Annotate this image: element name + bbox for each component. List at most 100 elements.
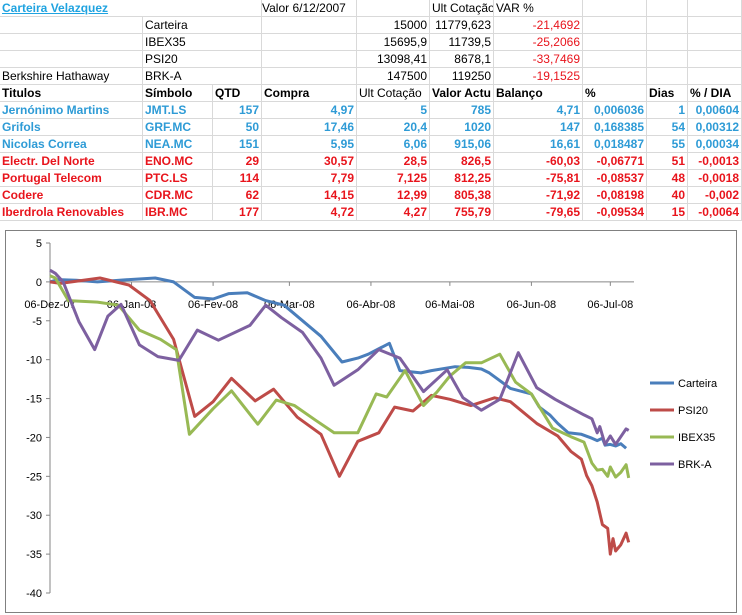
summary-ticker[interactable]: BRK-A — [143, 68, 262, 85]
empty-cell[interactable] — [688, 68, 742, 85]
header-var-pct[interactable]: VAR % — [494, 0, 583, 17]
summary-ult[interactable]: 8678,1 — [430, 51, 494, 68]
table-cell-dias[interactable]: 40 — [647, 187, 688, 204]
table-cell-valor[interactable]: 826,5 — [430, 153, 494, 170]
header-ult-cotacao[interactable]: Ult Cotação — [430, 0, 494, 17]
table-cell-sym[interactable]: CDR.MC — [143, 187, 213, 204]
empty-cell[interactable] — [583, 0, 647, 17]
empty-cell[interactable] — [583, 34, 647, 51]
column-header[interactable]: Dias — [647, 85, 688, 102]
table-cell-valor[interactable]: 755,79 — [430, 204, 494, 221]
table-cell-sym[interactable]: NEA.MC — [143, 136, 213, 153]
empty-cell[interactable] — [688, 17, 742, 34]
table-cell-name[interactable]: Iberdrola Renovables — [0, 204, 143, 221]
table-cell-pdia[interactable]: -0,0064 — [688, 204, 742, 221]
table-cell-qtd[interactable]: 62 — [213, 187, 262, 204]
table-cell-pct[interactable]: -0,08537 — [583, 170, 647, 187]
empty-cell[interactable] — [262, 17, 357, 34]
summary-valor[interactable]: 15000 — [357, 17, 430, 34]
table-cell-pct[interactable]: -0,08198 — [583, 187, 647, 204]
column-header[interactable]: % — [583, 85, 647, 102]
sheet-title[interactable]: Carteira Velazquez — [0, 0, 262, 17]
table-cell-bal[interactable]: 147 — [494, 119, 583, 136]
table-cell-pdia[interactable]: 0,00034 — [688, 136, 742, 153]
table-cell-sym[interactable]: JMT.LS — [143, 102, 213, 119]
empty-cell[interactable] — [262, 34, 357, 51]
column-header[interactable]: % / DIA — [688, 85, 742, 102]
table-cell-ult[interactable]: 6,06 — [357, 136, 430, 153]
table-cell-compra[interactable]: 14,15 — [262, 187, 357, 204]
table-cell-valor[interactable]: 805,38 — [430, 187, 494, 204]
table-cell-sym[interactable]: PTC.LS — [143, 170, 213, 187]
empty-cell[interactable] — [262, 68, 357, 85]
table-cell-compra[interactable]: 4,72 — [262, 204, 357, 221]
summary-valor[interactable]: 13098,41 — [357, 51, 430, 68]
summary-label[interactable]: Berkshire Hathaway — [0, 68, 143, 85]
table-cell-dias[interactable]: 54 — [647, 119, 688, 136]
summary-ult[interactable]: 11739,5 — [430, 34, 494, 51]
table-cell-dias[interactable]: 15 — [647, 204, 688, 221]
empty-cell[interactable] — [647, 17, 688, 34]
table-cell-ult[interactable]: 4,27 — [357, 204, 430, 221]
table-cell-pct[interactable]: -0,06771 — [583, 153, 647, 170]
table-cell-valor[interactable]: 785 — [430, 102, 494, 119]
summary-ticker[interactable]: Carteira — [143, 17, 262, 34]
table-cell-compra[interactable]: 7,79 — [262, 170, 357, 187]
table-cell-ult[interactable]: 28,5 — [357, 153, 430, 170]
table-cell-bal[interactable]: -71,92 — [494, 187, 583, 204]
table-cell-name[interactable]: Nicolas Correa — [0, 136, 143, 153]
empty-cell[interactable] — [262, 51, 357, 68]
table-cell-pdia[interactable]: -0,0013 — [688, 153, 742, 170]
empty-cell[interactable] — [688, 51, 742, 68]
column-header[interactable]: Titulos — [0, 85, 143, 102]
table-cell-name[interactable]: Jernónimo Martins — [0, 102, 143, 119]
column-header[interactable]: Ult Cotação — [357, 85, 430, 102]
table-cell-bal[interactable]: 4,71 — [494, 102, 583, 119]
table-cell-ult[interactable]: 5 — [357, 102, 430, 119]
table-cell-dias[interactable]: 55 — [647, 136, 688, 153]
column-header[interactable]: Valor Actu — [430, 85, 494, 102]
summary-valor[interactable]: 147500 — [357, 68, 430, 85]
table-cell-compra[interactable]: 4,97 — [262, 102, 357, 119]
summary-valor[interactable]: 15695,9 — [357, 34, 430, 51]
table-cell-pct[interactable]: 0,018487 — [583, 136, 647, 153]
table-cell-name[interactable]: Codere — [0, 187, 143, 204]
table-cell-ult[interactable]: 12,99 — [357, 187, 430, 204]
table-cell-valor[interactable]: 1020 — [430, 119, 494, 136]
table-cell-compra[interactable]: 30,57 — [262, 153, 357, 170]
summary-var[interactable]: -19,1525 — [494, 68, 583, 85]
empty-cell[interactable] — [357, 0, 430, 17]
table-cell-valor[interactable]: 915,06 — [430, 136, 494, 153]
table-cell-qtd[interactable]: 151 — [213, 136, 262, 153]
table-cell-qtd[interactable]: 50 — [213, 119, 262, 136]
empty-cell[interactable] — [583, 17, 647, 34]
table-cell-ult[interactable]: 7,125 — [357, 170, 430, 187]
table-cell-bal[interactable]: -75,81 — [494, 170, 583, 187]
column-header[interactable]: Símbolo — [143, 85, 213, 102]
summary-ult[interactable]: 11779,623 — [430, 17, 494, 34]
empty-cell[interactable] — [688, 0, 742, 17]
summary-label[interactable] — [0, 51, 143, 68]
header-valor-date[interactable]: Valor 6/12/2007 — [260, 0, 357, 17]
table-cell-sym[interactable]: IBR.MC — [143, 204, 213, 221]
summary-var[interactable]: -33,7469 — [494, 51, 583, 68]
table-cell-pdia[interactable]: 0,00312 — [688, 119, 742, 136]
table-cell-qtd[interactable]: 114 — [213, 170, 262, 187]
empty-cell[interactable] — [647, 51, 688, 68]
table-cell-dias[interactable]: 48 — [647, 170, 688, 187]
table-cell-dias[interactable]: 51 — [647, 153, 688, 170]
table-cell-ult[interactable]: 20,4 — [357, 119, 430, 136]
summary-var[interactable]: -21,4692 — [494, 17, 583, 34]
table-cell-name[interactable]: Grifols — [0, 119, 143, 136]
table-cell-qtd[interactable]: 157 — [213, 102, 262, 119]
table-cell-sym[interactable]: GRF.MC — [143, 119, 213, 136]
column-header[interactable]: QTD — [213, 85, 262, 102]
summary-label[interactable] — [0, 17, 143, 34]
table-cell-dias[interactable]: 1 — [647, 102, 688, 119]
summary-ult[interactable]: 119250 — [430, 68, 494, 85]
column-header[interactable]: Compra — [262, 85, 357, 102]
table-cell-name[interactable]: Electr. Del Norte — [0, 153, 143, 170]
table-cell-pdia[interactable]: -0,002 — [688, 187, 742, 204]
table-cell-qtd[interactable]: 177 — [213, 204, 262, 221]
table-cell-pct[interactable]: -0,09534 — [583, 204, 647, 221]
